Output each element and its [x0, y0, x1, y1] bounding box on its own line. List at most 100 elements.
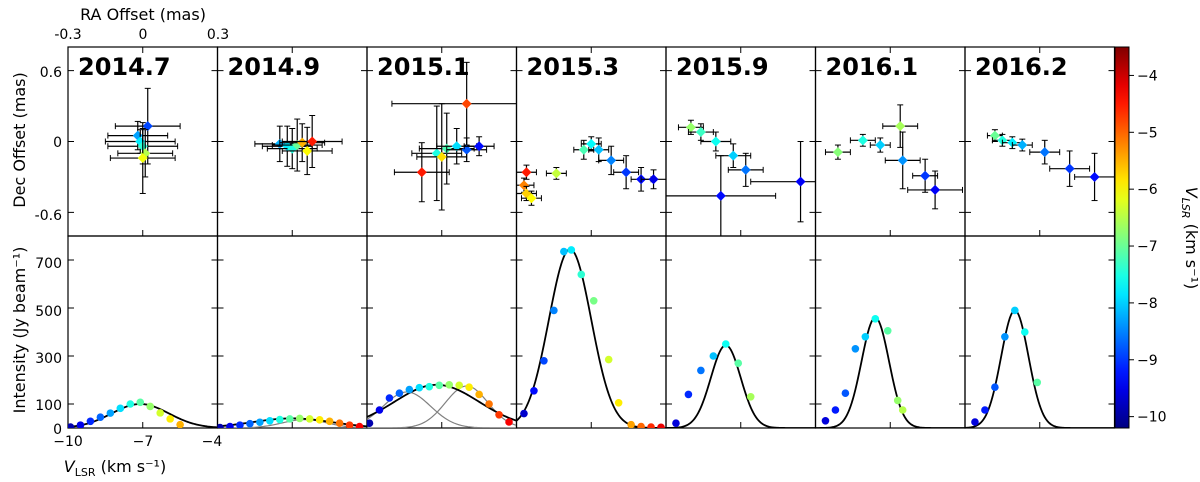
spectrum-point [146, 402, 155, 411]
spectrum-point [116, 404, 125, 413]
spectrum-point [445, 381, 454, 389]
spectrum-y-label: Intensity (Jy beam⁻¹) [10, 247, 29, 414]
spectrum-point [495, 411, 503, 419]
spectrum-point [217, 423, 224, 428]
spectrum-point [746, 393, 755, 401]
top-axis-tick-zero: 0 [139, 27, 148, 43]
spectrum-point [226, 422, 234, 428]
spectrum-point [355, 422, 364, 428]
panel-2015.1: 2015.1 [366, 46, 518, 429]
panel-2016.1: 2016.1 [814, 46, 966, 429]
spectrum-point [345, 421, 354, 428]
maser-spot [989, 130, 1000, 141]
spectrum-point [285, 415, 294, 423]
spectrum-point [275, 415, 284, 424]
spectrum-point [305, 415, 314, 423]
spectrum-point [505, 418, 513, 426]
spectrum-point [126, 400, 135, 408]
spatial-y-tick-mid: 0 [53, 135, 62, 151]
colorbar-label-main: V [1182, 187, 1200, 199]
spot-group [104, 87, 181, 194]
spectrum-point [647, 423, 655, 428]
maser-spot [416, 167, 427, 178]
epoch-label: 2016.2 [975, 53, 1068, 81]
maser-spot [648, 174, 659, 185]
spectrum-point [325, 417, 334, 426]
spectrum-point [435, 381, 444, 390]
gaussian-fit-curve [815, 316, 965, 428]
maser-spot [586, 138, 597, 149]
maser-spot [685, 122, 696, 133]
maser-spot [695, 127, 706, 138]
spectrum-point [604, 355, 613, 364]
spectrum-point [709, 352, 718, 360]
spectrum-point [684, 390, 693, 399]
spectrum-x-label-unit: (km s⁻¹) [96, 457, 167, 476]
spectrum-point [1021, 328, 1029, 336]
spectrum-point [627, 420, 635, 428]
spectrum-point [395, 389, 404, 398]
epoch-label: 2014.9 [228, 53, 321, 81]
spatial-y-tick-top: 0.6 [40, 65, 62, 81]
spectrum-point [315, 416, 324, 424]
spectrum-point [1011, 306, 1019, 315]
spectrum-x-label-main: V [64, 457, 76, 476]
gaussian-fit-curve [666, 344, 816, 428]
spot-group [516, 136, 666, 206]
maser-spot [715, 190, 726, 201]
gaussian-fit-curve [516, 248, 666, 428]
panel-2015.9: 2015.9 [665, 46, 817, 429]
spectrum-point [657, 423, 665, 428]
colorbar-tick-label: −6 [1137, 182, 1158, 198]
spectrum-point [672, 419, 680, 428]
spectrum-point [560, 247, 568, 256]
maser-spot [518, 180, 529, 191]
maser-spot [461, 98, 472, 109]
maser-spot [857, 135, 868, 146]
spectrum-point [76, 421, 85, 428]
maser-spot [521, 167, 532, 178]
spectrum-point [991, 383, 999, 392]
spectrum-point [861, 333, 870, 341]
maser-spot [710, 136, 721, 147]
spectrum-y-tick-300: 300 [35, 351, 62, 367]
maser-spot [920, 170, 931, 181]
spectrum-point [176, 420, 184, 428]
colorbar-tick-label: −9 [1137, 353, 1158, 369]
maser-spot [578, 144, 589, 155]
maser-spot [302, 145, 313, 156]
colorbar-tick-label: −4 [1137, 68, 1158, 84]
panel-2014.7: 2014.7 [67, 46, 219, 429]
spectrum-point [971, 418, 979, 426]
panel-2014.9: 2014.9 [216, 46, 368, 429]
spectrum-point [405, 385, 414, 394]
spectrum-point [530, 387, 538, 395]
top-axis-tick-pos: 0.3 [207, 27, 229, 43]
maser-spot [451, 141, 462, 152]
spectrum-frame [515, 235, 667, 429]
maser-spot [621, 167, 632, 178]
spectrum-group [217, 414, 367, 428]
maser-spot [593, 144, 604, 155]
spectrum-x-label-sub: LSR [75, 466, 96, 479]
maser-spot [795, 176, 806, 187]
spectrum-point [256, 418, 264, 427]
spectrum-point [425, 382, 434, 391]
spectrum-point [1001, 333, 1009, 341]
spectrum-point [567, 246, 576, 254]
colorbar-tick-label: −10 [1137, 410, 1167, 426]
spectrum-point [455, 381, 463, 390]
spectrum-point [981, 406, 989, 414]
spectrum-point [335, 419, 344, 428]
spectrum-point [136, 398, 145, 407]
spectrum-point [465, 383, 473, 392]
maser-spot [875, 140, 886, 151]
spectrum-point [295, 414, 304, 423]
maser-spot [1039, 147, 1050, 158]
spectrum-group [965, 306, 1115, 428]
spectrum-group [666, 340, 816, 428]
spectrum-point [722, 340, 730, 348]
epoch-label: 2016.1 [826, 53, 919, 81]
spectrum-point [831, 406, 840, 414]
spectrum-point [697, 366, 705, 375]
